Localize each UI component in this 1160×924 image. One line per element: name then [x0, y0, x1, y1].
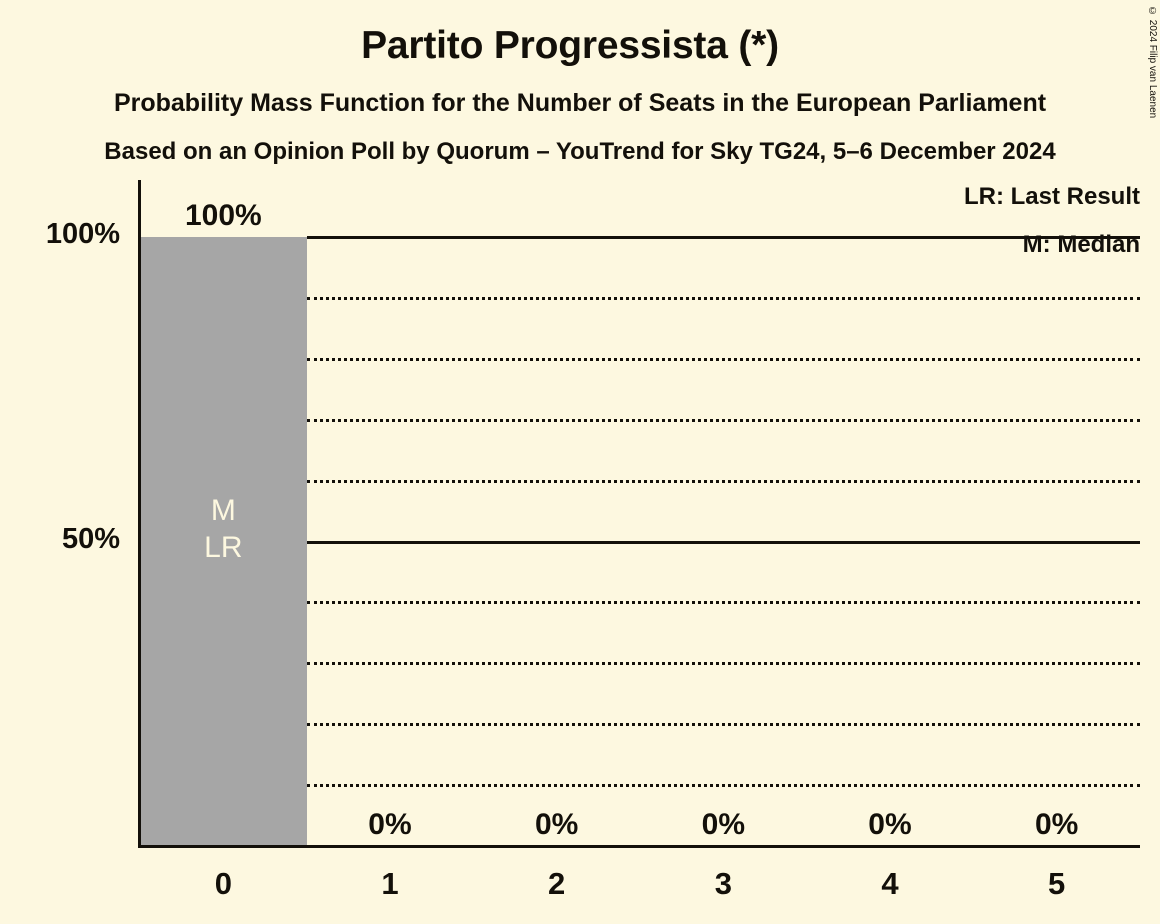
value-label-seat-0: 100% [184, 199, 262, 232]
value-label-seat-2: 0% [534, 808, 579, 841]
copyright-notice: © 2024 Filip van Laenen [1147, 6, 1158, 119]
value-label-seat-3: 0% [701, 808, 745, 841]
gridline-dotted [306, 662, 1140, 666]
bar-seat-0: M LR [140, 237, 307, 846]
gridline-dotted [306, 296, 1140, 300]
x-axis-line [138, 845, 1140, 848]
chart-source-line: Based on an Opinion Poll by Quorum – You… [104, 138, 1056, 165]
value-label-seat-1: 0% [368, 808, 412, 841]
bar-marker-m: M [210, 493, 236, 527]
value-label-seat-5: 0% [1034, 808, 1079, 841]
value-label-seat-4: 0% [868, 808, 912, 841]
x-axis-tick-label-5: 5 [1048, 866, 1066, 901]
gridline-solid [306, 236, 1140, 239]
y-axis-line [138, 180, 141, 847]
gridline-dotted [306, 723, 1140, 727]
gridline-dotted [306, 357, 1140, 361]
gridline-dotted [306, 479, 1140, 483]
x-axis-tick-label-3: 3 [714, 866, 732, 901]
bar-marker-lr: LR [204, 530, 243, 564]
chart-subtitle: Probability Mass Function for the Number… [113, 89, 1047, 117]
x-axis-tick-label-1: 1 [381, 866, 399, 901]
chart-title: Partito Progressista (*) [361, 24, 779, 67]
y-axis-tick-label: 50% [61, 522, 120, 555]
y-axis-tick-label: 100% [45, 218, 120, 250]
x-axis-tick-label-0: 0 [214, 866, 232, 901]
gridline-dotted [306, 601, 1140, 605]
x-axis-tick-label-4: 4 [881, 866, 899, 901]
gridline-dotted [306, 418, 1140, 422]
gridline-solid [306, 540, 1140, 544]
gridline-dotted [306, 784, 1140, 788]
legend-item-last-result: LR: Last Result [963, 183, 1140, 210]
x-axis-tick-label-2: 2 [548, 866, 566, 901]
